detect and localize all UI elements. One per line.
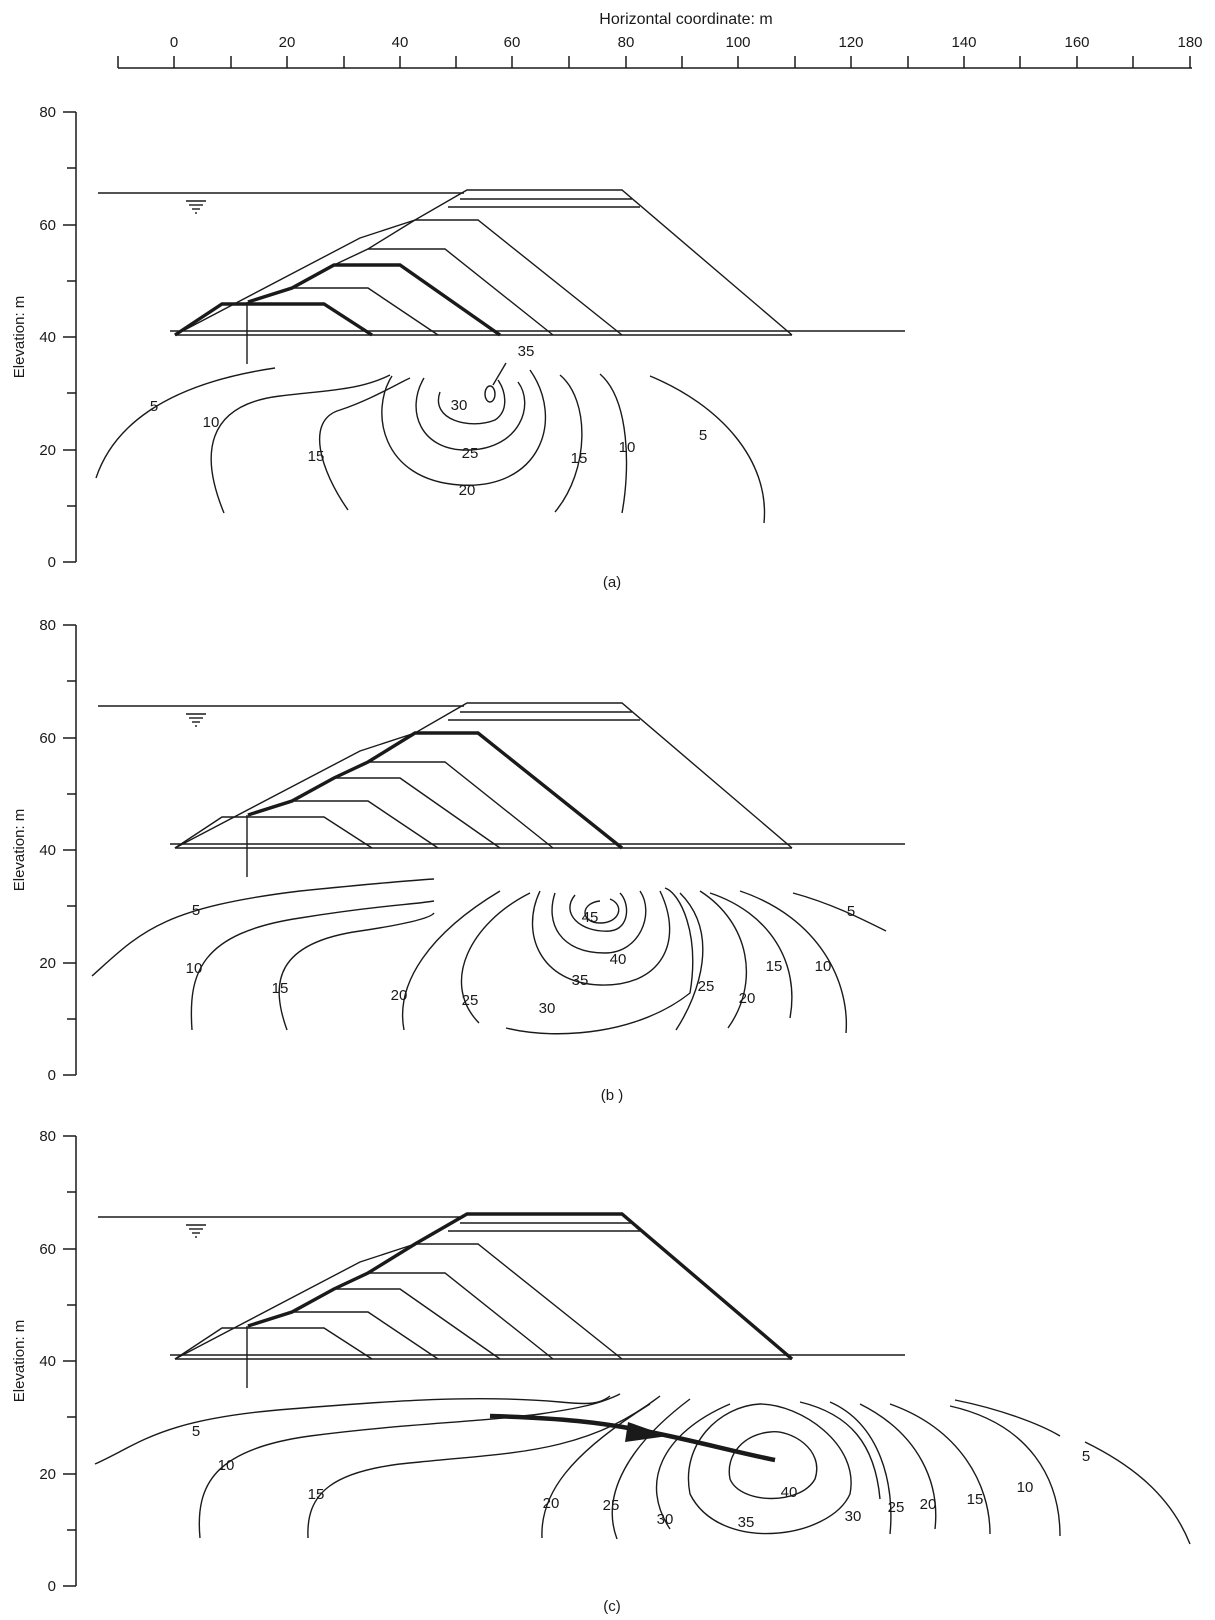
contour-label: 10 xyxy=(218,1457,235,1474)
top-tick-label: 40 xyxy=(392,34,409,51)
contour-label: 5 xyxy=(1082,1448,1090,1465)
top-tick-label: 80 xyxy=(618,34,635,51)
contour-label: 30 xyxy=(657,1511,674,1528)
contour-label: 20 xyxy=(543,1495,560,1512)
top-tick-label: 0 xyxy=(170,34,178,51)
contour-label: 30 xyxy=(539,1000,556,1017)
contour-label: 25 xyxy=(698,978,715,995)
contour-label: 35 xyxy=(738,1514,755,1531)
contour-label: 5 xyxy=(192,1423,200,1440)
top-tick-label: 120 xyxy=(838,34,863,51)
y-tick-label: 80 xyxy=(39,617,56,634)
y-tick-label: 0 xyxy=(48,554,56,571)
y-tick-label: 40 xyxy=(39,1353,56,1370)
y-tick-label: 20 xyxy=(39,955,56,972)
contour-label: 15 xyxy=(766,958,783,975)
contour-label: 15 xyxy=(571,450,588,467)
dam-cross-section xyxy=(97,1213,906,1389)
contour-label: 5 xyxy=(699,427,707,444)
contour-label: 20 xyxy=(459,482,476,499)
contour-label: 40 xyxy=(610,951,627,968)
y-tick-label: 60 xyxy=(39,1241,56,1258)
panel-caption: (b ) xyxy=(601,1087,624,1104)
y-tick-label: 40 xyxy=(39,329,56,346)
top-tick-label: 60 xyxy=(504,34,521,51)
top-axis: Horizontal coordinate: m 0 20 40 xyxy=(117,11,1203,69)
contour-label: 5 xyxy=(847,903,855,920)
contour-lines xyxy=(95,362,766,524)
y-axis xyxy=(62,1135,77,1587)
top-axis-title: Horizontal coordinate: m xyxy=(599,11,772,28)
top-tick-label: 20 xyxy=(279,34,296,51)
contour-label: 10 xyxy=(1017,1479,1034,1496)
contour-label: 5 xyxy=(192,902,200,919)
y-axis-label: Elevation: m xyxy=(11,296,28,379)
contour-label: 15 xyxy=(967,1491,984,1508)
contour-label: 25 xyxy=(888,1499,905,1516)
y-tick-label: 20 xyxy=(39,442,56,459)
top-axis-ticks xyxy=(117,56,1191,68)
contour-label: 35 xyxy=(572,972,589,989)
contour-label: 5 xyxy=(150,398,158,415)
top-tick-label: 180 xyxy=(1177,34,1202,51)
contour-label: 30 xyxy=(451,397,468,414)
contour-label: 25 xyxy=(462,992,479,1009)
contour-lines xyxy=(94,1393,1191,1545)
dam-cross-section xyxy=(97,702,906,878)
contour-label: 30 xyxy=(845,1508,862,1525)
top-tick-label: 160 xyxy=(1064,34,1089,51)
contour-label: 15 xyxy=(272,980,289,997)
panel-caption: (a) xyxy=(603,574,621,591)
y-tick-label: 60 xyxy=(39,730,56,747)
top-tick-label: 140 xyxy=(951,34,976,51)
contour-label: 15 xyxy=(308,1486,325,1503)
current-stage-outline xyxy=(247,263,501,337)
contour-label: 20 xyxy=(739,990,756,1007)
current-stage-outline xyxy=(174,302,373,337)
dam-cross-section xyxy=(97,189,906,365)
y-tick-label: 40 xyxy=(39,842,56,859)
panel-a: Elevation: m 80 60 40 20 0 5 10 15 20 25… xyxy=(11,104,906,591)
contour-label: 25 xyxy=(462,445,479,462)
y-axis-label: Elevation: m xyxy=(11,809,28,892)
contour-label: 10 xyxy=(203,414,220,431)
panel-caption: (c) xyxy=(603,1598,621,1615)
contour-label: 10 xyxy=(815,958,832,975)
current-stage-outline xyxy=(247,731,624,850)
panel-b: Elevation: m 80 60 40 20 0 5 10 15 20 xyxy=(11,617,906,1104)
contour-label: 40 xyxy=(781,1484,798,1501)
contour-label: 10 xyxy=(619,439,636,456)
current-stage-outline xyxy=(247,1212,794,1361)
y-tick-label: 0 xyxy=(48,1067,56,1084)
y-tick-label: 80 xyxy=(39,1128,56,1145)
y-axis-label: Elevation: m xyxy=(11,1320,28,1403)
y-tick-label: 60 xyxy=(39,217,56,234)
y-tick-label: 0 xyxy=(48,1578,56,1595)
contour-label: 45 xyxy=(582,909,599,926)
contour-label: 15 xyxy=(308,448,325,465)
y-tick-label: 80 xyxy=(39,104,56,121)
flow-arrow xyxy=(489,1413,776,1463)
panel-c: Elevation: m 80 60 40 20 0 xyxy=(11,1128,1191,1615)
contour-label: 20 xyxy=(391,987,408,1004)
y-axis xyxy=(62,111,77,563)
contour-label: 10 xyxy=(186,960,203,977)
contour-label: 20 xyxy=(920,1496,937,1513)
y-axis xyxy=(62,624,77,1076)
top-tick-label: 100 xyxy=(725,34,750,51)
contour-label: 25 xyxy=(603,1497,620,1514)
contour-label: 35 xyxy=(518,343,535,360)
contour-lines xyxy=(91,878,887,1035)
y-tick-label: 20 xyxy=(39,1466,56,1483)
